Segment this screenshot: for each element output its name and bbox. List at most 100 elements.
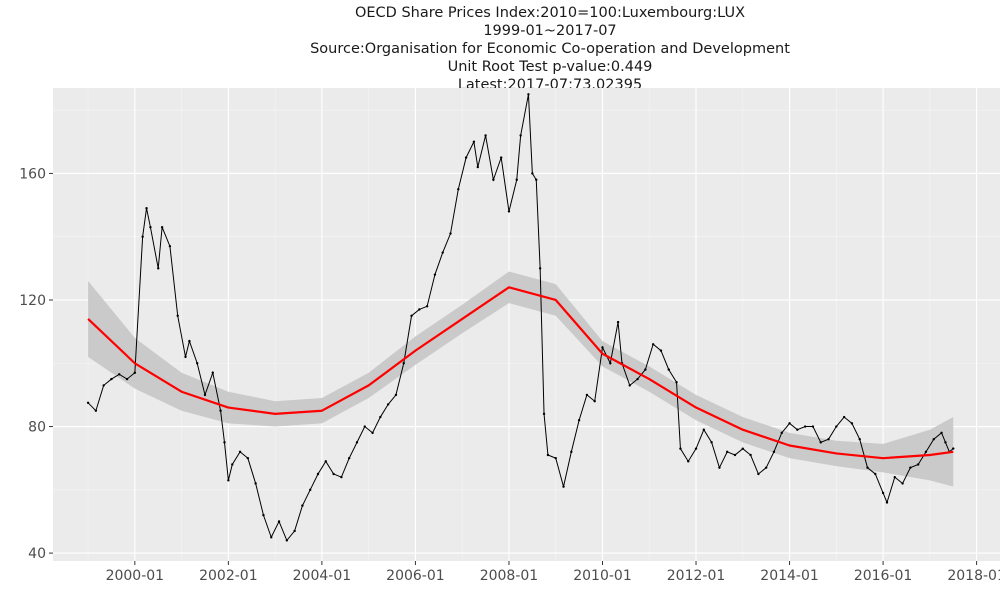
data-point — [402, 362, 405, 365]
data-point — [644, 368, 647, 371]
data-point — [340, 475, 343, 479]
data-point — [449, 232, 452, 235]
data-point — [246, 456, 250, 460]
data-point — [309, 488, 312, 492]
data-point — [932, 437, 935, 441]
data-point — [710, 441, 713, 444]
data-point — [874, 472, 877, 476]
data-point — [531, 172, 534, 175]
data-point — [940, 431, 943, 435]
data-point — [909, 466, 912, 469]
x-tick-label: 2006-01 — [386, 568, 445, 584]
data-point — [577, 419, 581, 422]
data-point — [160, 226, 164, 229]
data-point — [538, 267, 542, 270]
data-point — [157, 267, 160, 270]
y-tick-label: 120 — [19, 293, 46, 309]
data-point — [262, 513, 265, 517]
data-point — [301, 504, 304, 507]
data-point — [733, 453, 737, 457]
data-point — [515, 178, 518, 181]
data-point — [593, 400, 596, 403]
data-point — [316, 472, 320, 476]
data-point — [231, 463, 234, 466]
y-tick-label: 40 — [28, 546, 46, 562]
data-point — [616, 320, 620, 324]
chart-title-block: OECD Share Prices Index:2010=100:Luxembo… — [0, 4, 1000, 94]
x-tick-label: 2018-01 — [947, 568, 1000, 584]
x-tick-label: 2002-01 — [199, 568, 258, 584]
data-point — [827, 437, 830, 441]
data-point — [94, 409, 98, 412]
x-tick-label: 2014-01 — [760, 568, 819, 584]
data-point — [527, 93, 530, 96]
data-point — [141, 235, 144, 238]
y-tick-label: 160 — [19, 166, 46, 182]
data-point — [675, 381, 678, 384]
x-tick-label: 2010-01 — [573, 568, 632, 584]
data-point — [796, 428, 799, 431]
data-point — [332, 472, 335, 476]
data-point — [219, 409, 222, 412]
chart-date-range: 1999-01~2017-07 — [483, 23, 617, 39]
data-point — [835, 425, 838, 428]
y-tick-label: 80 — [28, 420, 46, 436]
data-point — [866, 466, 869, 469]
data-point — [562, 485, 565, 488]
data-point — [118, 373, 121, 376]
data-point — [176, 314, 179, 317]
data-point — [149, 226, 152, 229]
data-point — [184, 355, 187, 359]
data-point — [386, 403, 390, 406]
data-point — [394, 393, 398, 397]
data-point — [850, 422, 854, 425]
data-point — [749, 453, 752, 457]
x-tick-label: 2008-01 — [480, 568, 539, 584]
data-point — [542, 412, 546, 416]
data-point — [238, 450, 242, 454]
data-point — [893, 475, 896, 479]
data-point — [425, 305, 429, 308]
data-point — [726, 450, 729, 454]
data-point — [293, 529, 296, 533]
data-point — [679, 447, 682, 450]
data-point — [636, 377, 639, 381]
x-tick-label: 2004-01 — [293, 568, 352, 584]
chart-unit-root-test: Unit Root Test p-value:0.449 — [447, 59, 653, 75]
data-point — [203, 393, 207, 397]
data-point — [881, 491, 885, 495]
data-point — [601, 346, 604, 349]
data-point — [764, 466, 768, 469]
data-point — [410, 314, 413, 317]
data-point — [718, 466, 721, 469]
data-point — [694, 447, 698, 450]
data-point — [125, 377, 129, 381]
x-tick-label: 2012-01 — [667, 568, 726, 584]
data-point — [944, 441, 947, 444]
data-point — [803, 425, 807, 428]
data-point — [916, 463, 920, 466]
data-point — [472, 140, 476, 143]
data-point — [324, 460, 327, 463]
data-point — [355, 441, 359, 444]
data-point — [492, 178, 495, 181]
confidence-band — [88, 271, 954, 487]
data-point — [433, 273, 437, 276]
data-point — [254, 482, 257, 485]
data-point — [457, 188, 460, 191]
data-point — [659, 349, 663, 352]
data-point — [741, 447, 744, 450]
data-point — [371, 431, 374, 435]
data-point — [168, 244, 172, 248]
series-line — [87, 94, 954, 542]
data-point — [858, 437, 861, 441]
data-point — [507, 210, 511, 213]
data-point — [924, 450, 928, 454]
data-point — [811, 425, 815, 428]
data-point — [464, 156, 468, 159]
data-point — [277, 520, 281, 523]
data-point — [842, 415, 846, 419]
data-point — [570, 450, 573, 454]
data-point — [519, 134, 522, 137]
data-point — [188, 339, 191, 343]
